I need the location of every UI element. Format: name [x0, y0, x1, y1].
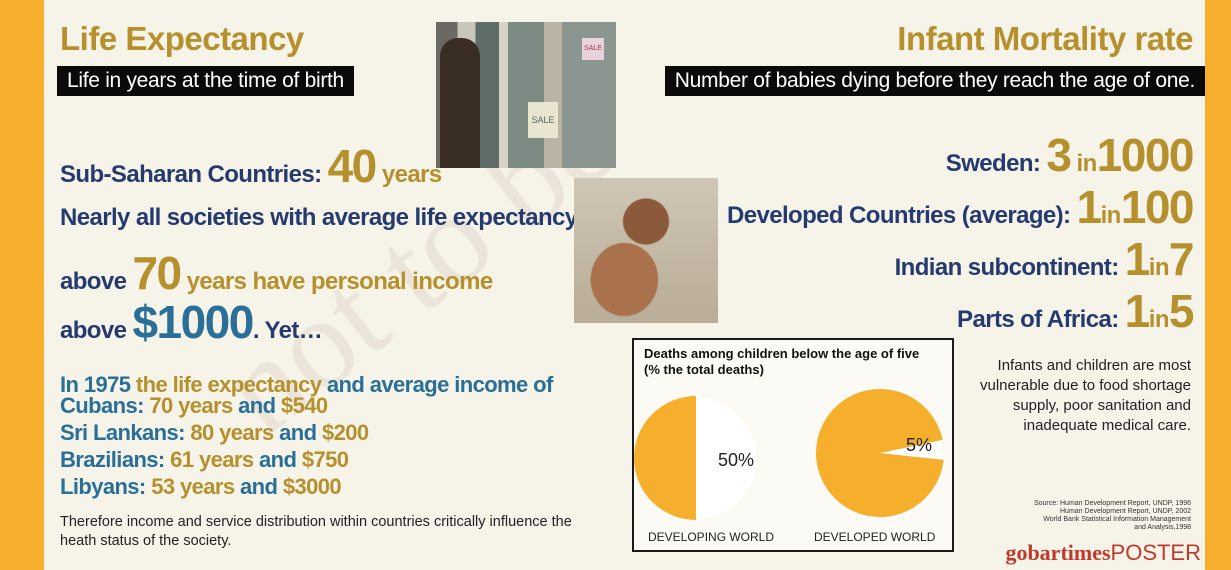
rate-in: in	[1148, 306, 1170, 333]
country-and: and	[232, 393, 281, 418]
country-row: Brazilians: 61 years and $750	[60, 447, 349, 473]
chart-title-line: Deaths among children below the age of f…	[644, 346, 920, 361]
brand-part-3: POSTER	[1110, 540, 1201, 565]
rate-label: Indian subcontinent:	[894, 254, 1125, 281]
gobar-times-logo: gobartimesPOSTER	[1005, 540, 1201, 566]
sub-saharan-value: 40	[327, 140, 378, 192]
pie-developing-slice	[696, 396, 758, 520]
rate-numerator: 1	[1124, 233, 1151, 285]
vulnerability-note: Infants and children are most vulnerable…	[980, 357, 1191, 434]
chart-title: Deaths among children below the age of f…	[644, 346, 919, 378]
left-accent-bar	[0, 0, 44, 570]
country-income: $750	[301, 447, 349, 472]
pie-value-label: 5%	[906, 435, 932, 455]
brand-part-2: times	[1060, 540, 1111, 565]
life-expectancy-text: the life expectancy	[135, 372, 322, 397]
country-name: Sri Lankans:	[60, 420, 191, 445]
country-name: Brazilians:	[60, 447, 171, 472]
rate-label: Developed Countries (average):	[727, 202, 1077, 229]
rate-in: in	[1100, 202, 1122, 229]
rate-denominator: 1000	[1096, 129, 1195, 181]
rate-denominator: 7	[1168, 233, 1195, 285]
pie-chart-svg: 50% 5%	[634, 389, 944, 520]
country-years: 53 years	[151, 474, 235, 499]
pie-value-label: 50%	[718, 450, 754, 470]
pie-chart-box: Deaths among children below the age of f…	[632, 338, 954, 552]
average-income-text: average income of	[369, 372, 554, 397]
and-text: and	[321, 372, 370, 397]
country-income: $3000	[282, 474, 342, 499]
person-silhouette	[440, 38, 480, 168]
rate-row: Sweden: 3 in1000	[945, 128, 1195, 182]
country-name: Libyans:	[60, 474, 152, 499]
country-and: and	[273, 420, 322, 445]
infant-mortality-title: Infant Mortality rate	[897, 20, 1193, 57]
country-row: Cubans: 70 years and $540	[60, 393, 328, 419]
source-line: Human Development Report, UNDP, 2002	[1060, 508, 1191, 515]
in-1975-text: In 1975	[60, 372, 136, 397]
rate-row: Developed Countries (average): 1in100	[727, 180, 1195, 234]
pie-label-developed: DEVELOPED WORLD	[814, 530, 936, 544]
country-income: $200	[322, 420, 369, 445]
sub-saharan-unit: years	[375, 161, 442, 188]
pie-label-developing: DEVELOPING WORLD	[648, 530, 775, 544]
source-line: and Analysis,1998	[1134, 524, 1191, 531]
country-name: Cubans:	[60, 393, 150, 418]
sale-sign: SALE	[582, 38, 604, 60]
pie-developed-slice	[880, 439, 944, 460]
sale-sign-2: SALE	[528, 102, 558, 138]
source-line: Source: Human Development Report, UNDP, …	[1033, 500, 1191, 507]
life-expectancy-subtitle: Life in years at the time of birth	[57, 66, 354, 96]
source-block: Source: Human Development Report, UNDP, …	[961, 500, 1191, 532]
rate-denominator: 100	[1120, 181, 1195, 233]
rate-numerator: 1	[1124, 285, 1151, 337]
country-row: Sri Lankans: 80 years and $200	[60, 420, 369, 446]
country-and: and	[234, 474, 283, 499]
sub-saharan-label: Sub-Saharan Countries:	[60, 161, 328, 188]
photo-children	[574, 178, 718, 323]
above-text-1: above	[60, 268, 133, 295]
country-years: 70 years	[149, 393, 233, 418]
rate-label: Parts of Africa:	[957, 306, 1125, 333]
country-row: Libyans: 53 years and $3000	[60, 474, 342, 500]
seventy-value: 70	[132, 247, 182, 299]
thousand-dollar-value: $1000	[132, 296, 254, 348]
country-years: 80 years	[190, 420, 274, 445]
societies-line-2: above 70 years have personal income	[60, 246, 493, 300]
brand-part-1: gobar	[1005, 540, 1061, 565]
rate-label: Sweden:	[945, 150, 1047, 177]
rate-numerator: 3	[1046, 129, 1072, 181]
life-expectancy-title: Life Expectancy	[60, 20, 304, 57]
infant-mortality-subtitle: Number of babies dying before they reach…	[664, 66, 1205, 96]
above-text-2: above	[60, 317, 133, 344]
right-accent-bar	[1205, 0, 1231, 570]
societies-line-1: Nearly all societies with average life e…	[60, 204, 578, 231]
rate-in: in	[1070, 150, 1098, 177]
yet-text: . Yet…	[252, 317, 323, 344]
rate-denominator: 5	[1168, 285, 1195, 337]
rate-row: Parts of Africa: 1in5	[957, 284, 1195, 338]
sub-saharan-line: Sub-Saharan Countries: 40 years	[60, 139, 442, 193]
country-income: $540	[280, 393, 328, 418]
photo-shop-window: SALE SALE	[436, 22, 616, 168]
country-years: 61 years	[170, 447, 254, 472]
source-line: World Bank Statistical Information Manag…	[1043, 516, 1191, 523]
country-and: and	[253, 447, 302, 472]
footnote: Therefore income and service distributio…	[60, 514, 572, 549]
rate-row: Indian subcontinent: 1in7	[894, 232, 1195, 286]
rate-in: in	[1148, 254, 1170, 281]
societies-line-3: above $1000. Yet…	[60, 295, 323, 349]
chart-subtitle-line: (% the total deaths)	[644, 362, 764, 377]
in-1975-line: In 1975 the life expectancy and average …	[60, 372, 553, 398]
years-income-text: years have personal income	[180, 268, 494, 295]
rate-numerator: 1	[1076, 181, 1103, 233]
